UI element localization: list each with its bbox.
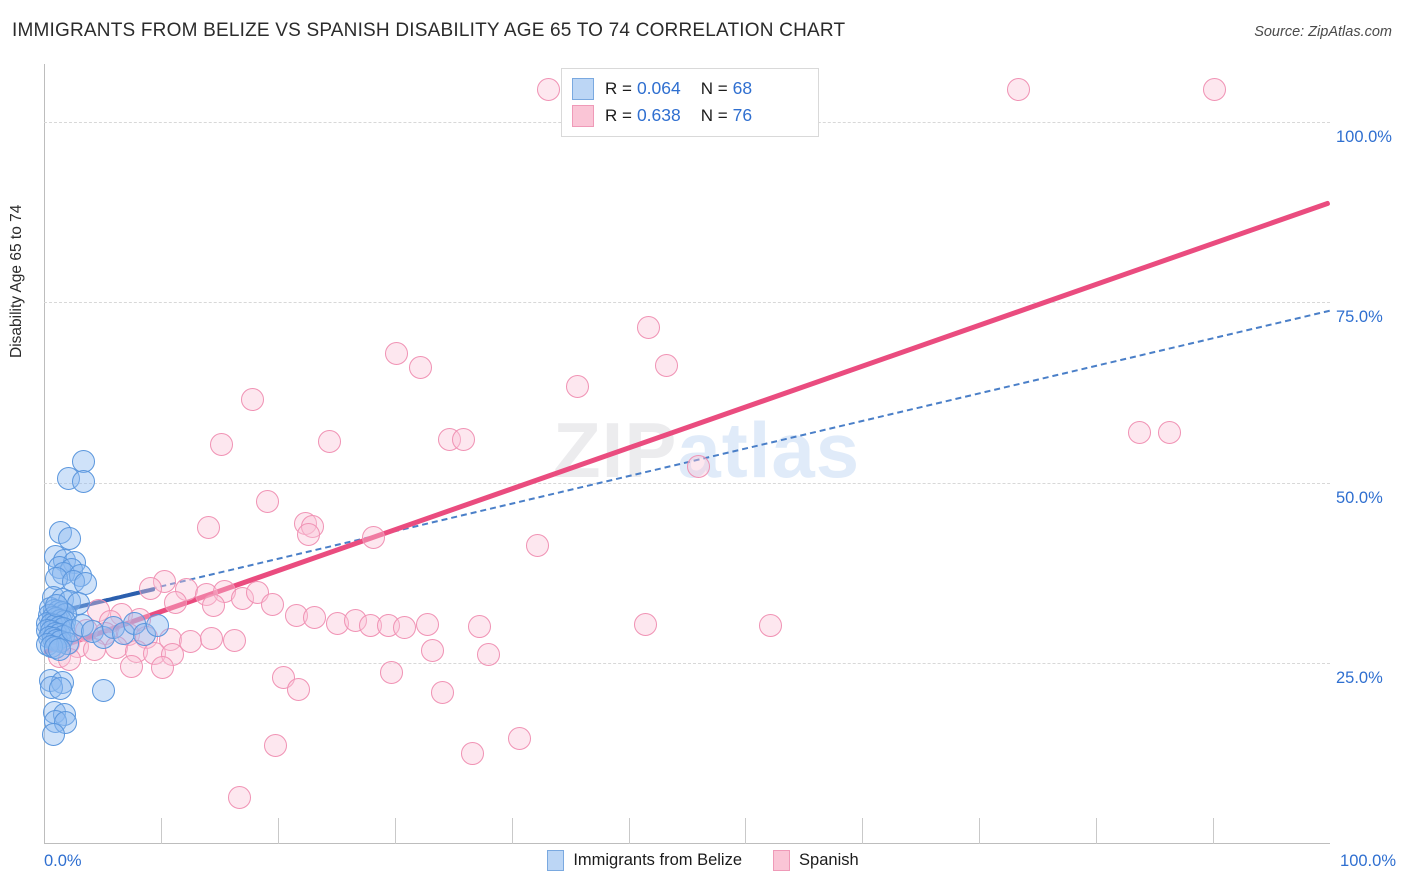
- data-point-spanish: [477, 642, 501, 666]
- x-axis-tick: [979, 818, 981, 844]
- data-point-spanish: [222, 628, 246, 652]
- legend-item-spanish[interactable]: Spanish: [773, 850, 859, 871]
- data-point-belize: [41, 722, 65, 746]
- data-point-spanish: [1128, 420, 1152, 444]
- data-point-spanish: [150, 656, 174, 680]
- data-point-spanish: [379, 660, 403, 684]
- data-point-spanish: [139, 576, 163, 600]
- y-axis-line: [44, 64, 45, 844]
- gridline: [44, 663, 1330, 665]
- data-point-belize: [145, 614, 169, 638]
- x-axis-tick: [862, 818, 864, 844]
- y-axis-title: Disability Age 65 to 74: [8, 204, 25, 358]
- data-point-spanish: [451, 428, 475, 452]
- legend-label-belize: Immigrants from Belize: [573, 851, 743, 869]
- stats-r-value-spanish: 0.638: [636, 105, 681, 125]
- data-point-spanish: [431, 680, 455, 704]
- data-point-spanish: [361, 525, 385, 549]
- data-point-spanish: [197, 516, 221, 540]
- y-axis-label: 25.0%: [1336, 669, 1383, 688]
- y-axis-label: 50.0%: [1336, 488, 1383, 507]
- data-point-spanish: [636, 316, 660, 340]
- data-point-spanish: [460, 741, 484, 765]
- stats-n-label-belize: N =: [700, 78, 728, 98]
- data-point-spanish: [1202, 77, 1226, 101]
- data-point-spanish: [261, 593, 285, 617]
- page-title: IMMIGRANTS FROM BELIZE VS SPANISH DISABI…: [12, 20, 846, 41]
- data-point-spanish: [415, 612, 439, 636]
- data-point-spanish: [468, 615, 492, 639]
- data-point-spanish: [297, 523, 321, 547]
- legend-swatch-spanish: [773, 850, 791, 871]
- data-point-spanish: [1007, 77, 1031, 101]
- series-legend: Immigrants from Belize Spanish: [0, 850, 1406, 871]
- x-axis-tick: [394, 818, 396, 844]
- stats-n-label-spanish: N =: [700, 105, 728, 125]
- data-point-spanish: [209, 433, 233, 457]
- x-axis-tick: [745, 818, 747, 844]
- data-point-spanish: [420, 638, 444, 662]
- data-point-spanish: [317, 429, 341, 453]
- data-point-spanish: [384, 342, 408, 366]
- y-axis-label: 100.0%: [1336, 127, 1392, 146]
- stats-row-belize: R = 0.064 N = 68: [572, 75, 808, 102]
- data-point-spanish: [508, 727, 532, 751]
- data-point-belize: [49, 677, 73, 701]
- plot-area: ZIPatlas: [36, 64, 1331, 844]
- x-axis-tick: [277, 818, 279, 844]
- data-point-belize: [72, 469, 96, 493]
- data-point-spanish: [227, 786, 251, 810]
- x-axis-tick: [628, 818, 630, 844]
- data-point-spanish: [759, 614, 783, 638]
- data-point-spanish: [199, 626, 223, 650]
- data-point-spanish: [202, 594, 226, 618]
- data-point-spanish: [163, 591, 187, 615]
- data-point-spanish: [263, 734, 287, 758]
- stats-legend: R = 0.064 N = 68 R = 0.638 N = 76: [561, 68, 819, 137]
- legend-label-spanish: Spanish: [799, 851, 859, 869]
- y-axis-label: 75.0%: [1336, 308, 1383, 327]
- x-axis-min-label: 0.0%: [44, 852, 82, 870]
- data-point-belize: [45, 594, 69, 618]
- data-point-spanish: [526, 534, 550, 558]
- gridline: [44, 482, 1330, 484]
- stats-r-label-spanish: R =: [605, 105, 632, 125]
- data-point-spanish: [240, 388, 264, 412]
- x-axis-line: [44, 843, 1330, 844]
- gridline: [44, 302, 1330, 304]
- legend-item-belize[interactable]: Immigrants from Belize: [547, 850, 742, 871]
- stats-swatch-spanish: [572, 104, 594, 127]
- data-point-spanish: [392, 615, 416, 639]
- data-point-spanish: [654, 354, 678, 378]
- x-axis-max-label: 100.0%: [1340, 852, 1396, 870]
- legend-swatch-belize: [547, 850, 565, 871]
- stats-n-value-belize: 68: [732, 78, 753, 98]
- stats-r-value-belize: 0.064: [636, 78, 681, 98]
- x-axis-tick: [1213, 818, 1215, 844]
- x-axis-tick: [160, 818, 162, 844]
- stats-r-label-belize: R =: [605, 78, 632, 98]
- data-point-spanish: [1157, 420, 1181, 444]
- source-attribution: Source: ZipAtlas.com: [1254, 24, 1392, 40]
- stats-swatch-belize: [572, 77, 594, 100]
- data-point-belize: [47, 637, 71, 661]
- data-point-spanish: [634, 612, 658, 636]
- data-point-spanish: [409, 355, 433, 379]
- data-point-spanish: [287, 677, 311, 701]
- data-point-spanish: [566, 375, 590, 399]
- data-point-spanish: [687, 454, 711, 478]
- x-axis-tick: [1096, 818, 1098, 844]
- data-point-belize: [91, 679, 115, 703]
- data-point-spanish: [119, 654, 143, 678]
- stats-n-value-spanish: 76: [732, 105, 753, 125]
- data-point-spanish: [302, 606, 326, 630]
- data-point-spanish: [536, 77, 560, 101]
- x-axis-tick: [511, 818, 513, 844]
- stats-row-spanish: R = 0.638 N = 76: [572, 102, 808, 129]
- data-point-spanish: [256, 490, 280, 514]
